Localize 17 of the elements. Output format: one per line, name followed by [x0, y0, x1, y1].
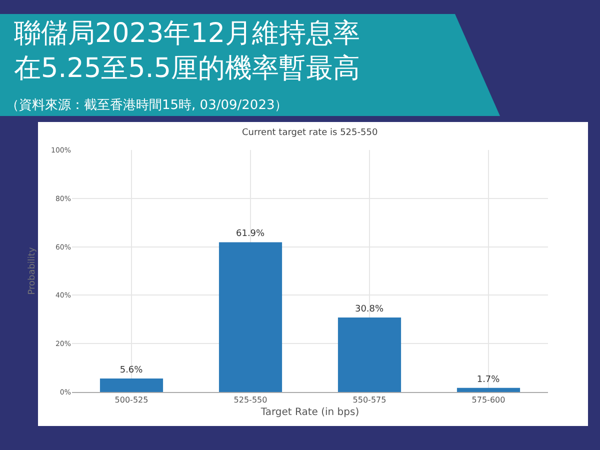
data-label: 1.7%	[476, 374, 500, 385]
y-axis-title: Probability	[27, 246, 38, 295]
x-tick-label: 525-550	[234, 396, 268, 405]
data-label: 61.9%	[236, 229, 266, 240]
data-label: 5.6%	[120, 365, 144, 376]
x-tick-label: 550-575	[352, 396, 386, 405]
bar	[456, 388, 520, 392]
chart-subtitle: Current target rate is 525-550	[242, 128, 378, 138]
text: （資料來源：截至香港時間15時, 03/09/2023）	[6, 98, 288, 113]
bar	[338, 317, 402, 392]
bar	[218, 242, 282, 392]
chart-title: 聯儲局2023年12月維持息率在5.25至5.5厘的機率暫最高	[14, 18, 360, 84]
x-tick-label: 500-525	[114, 396, 148, 405]
x-tick-label: 575-600	[472, 396, 506, 405]
data-label: 30.8%	[354, 304, 384, 314]
x-axis-title: Target Rate (in bps)	[260, 407, 360, 418]
bar	[100, 378, 164, 392]
